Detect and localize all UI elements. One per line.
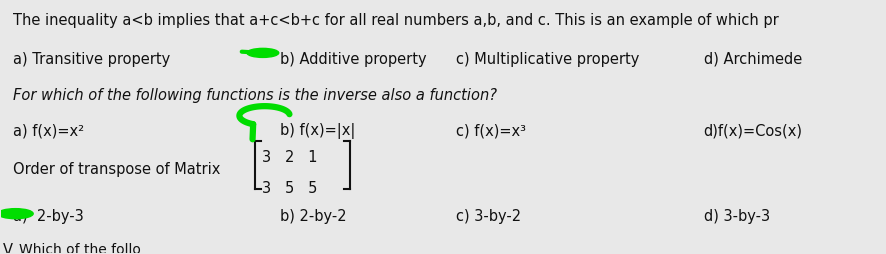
Text: d) Archimede: d) Archimede [703, 52, 802, 67]
Text: Which of the follo: Which of the follo [19, 243, 141, 254]
Text: a)  2-by-3: a) 2-by-3 [13, 209, 83, 224]
Text: b) f(x)=|x|: b) f(x)=|x| [280, 123, 355, 139]
Circle shape [0, 209, 33, 219]
Text: c) Multiplicative property: c) Multiplicative property [456, 52, 640, 67]
Text: V.: V. [4, 243, 16, 254]
Text: d) 3-by-3: d) 3-by-3 [703, 209, 770, 224]
Text: b) 2-by-2: b) 2-by-2 [280, 209, 346, 224]
Text: For which of the following functions is the inverse also a function?: For which of the following functions is … [13, 88, 497, 103]
Text: c) 3-by-2: c) 3-by-2 [456, 209, 521, 224]
Text: d)f(x)=Cos(x): d)f(x)=Cos(x) [703, 123, 803, 138]
Text: 3   5   5: 3 5 5 [262, 181, 317, 196]
Text: b) Additive property: b) Additive property [280, 52, 426, 67]
Text: 3   2   1: 3 2 1 [262, 150, 317, 165]
Circle shape [247, 48, 279, 57]
Text: The inequality a<b implies that a+c<b+c for all real numbers a,b, and c. This is: The inequality a<b implies that a+c<b+c … [13, 13, 779, 28]
Text: a) Transitive property: a) Transitive property [13, 52, 170, 67]
Text: Order of transpose of Matrix: Order of transpose of Matrix [13, 162, 221, 177]
Text: a) f(x)=x²: a) f(x)=x² [13, 123, 84, 138]
Text: c) f(x)=x³: c) f(x)=x³ [456, 123, 526, 138]
